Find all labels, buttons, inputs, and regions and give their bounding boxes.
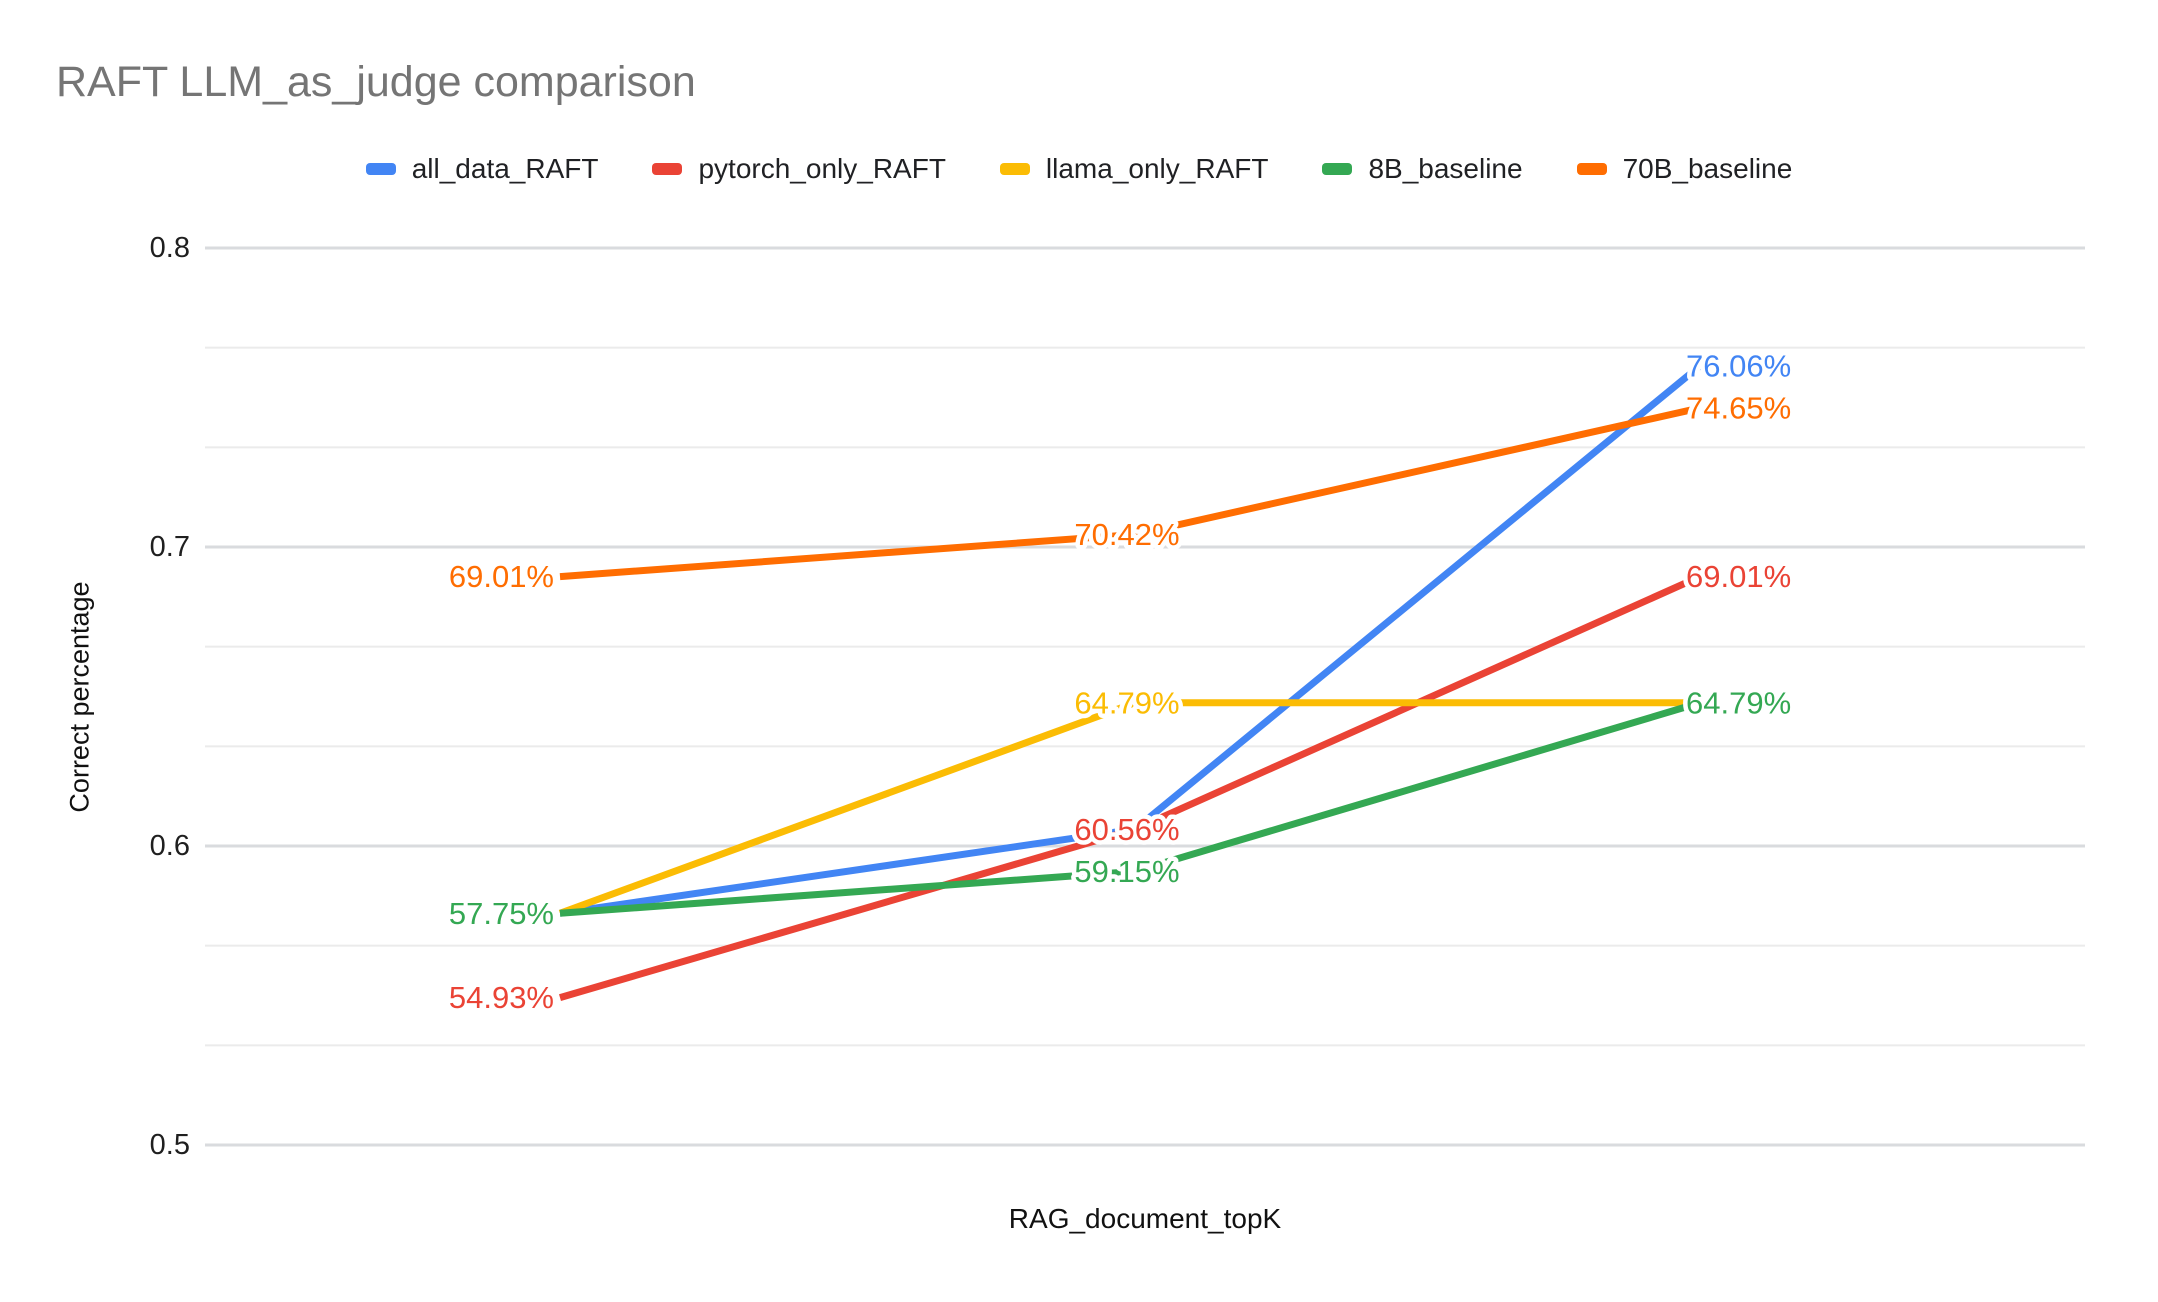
series-line-llama_only_RAFT (558, 699, 1700, 917)
data-label-8B_baseline-0: 57.75% (449, 896, 554, 931)
data-label-70B_baseline-0: 69.01% (449, 559, 554, 594)
legend: all_data_RAFT pytorch_only_RAFT llama_only… (0, 153, 2158, 185)
legend-item-label: pytorch_only_RAFT (698, 153, 946, 184)
x-axis-title: RAG_document_topK (1008, 1203, 1282, 1234)
legend-swatch-icon (365, 163, 396, 175)
data-label-8B_baseline-1: 59.15% (1074, 854, 1179, 889)
legend-swatch-icon (652, 163, 683, 175)
y-tick-label-0.5: 0.5 (150, 1129, 190, 1161)
legend-item-all_data_RAFT: all_data_RAFT (365, 153, 599, 185)
data-label-pytorch_only_RAFT-0: 54.93% (449, 980, 554, 1015)
data-label-all_data_RAFT-2: 76.06% (1686, 348, 1791, 383)
data-label-pytorch_only_RAFT-1: 60.56% (1074, 812, 1179, 847)
series-line-70B_baseline (559, 404, 1701, 581)
series-line-pytorch_only_RAFT (559, 573, 1702, 1001)
chart-title: RAFT LLM_as_judge comparison (56, 58, 696, 106)
legend-item-label: all_data_RAFT (411, 153, 599, 184)
legend-item-label: llama_only_RAFT (1045, 153, 1269, 184)
legend-swatch-icon (1322, 163, 1353, 175)
y-tick-label-0.7: 0.7 (150, 531, 190, 563)
data-label-70B_baseline-2: 74.65% (1686, 390, 1791, 425)
data-label-8B_baseline-2: 64.79% (1686, 685, 1791, 720)
legend-item-label: 70B_baseline (1622, 153, 1793, 184)
y-tick-label-0.8: 0.8 (150, 232, 190, 264)
legend-item-70B_baseline: 70B_baseline (1576, 153, 1793, 185)
data-label-pytorch_only_RAFT-2: 69.01% (1686, 559, 1791, 594)
legend-item-8B_baseline: 8B_baseline (1322, 153, 1523, 185)
legend-swatch-icon (1576, 163, 1607, 175)
data-label-70B_baseline-1: 70.42% (1074, 517, 1179, 552)
series-line-8B_baseline (559, 699, 1702, 917)
y-tick-label-0.6: 0.6 (150, 830, 190, 862)
data-label-llama_only_RAFT-1: 64.79% (1074, 685, 1179, 720)
legend-swatch-icon (999, 163, 1030, 175)
legend-item-llama_only_RAFT: llama_only_RAFT (999, 153, 1269, 185)
legend-item-pytorch_only_RAFT: pytorch_only_RAFT (652, 153, 946, 185)
legend-item-label: 8B_baseline (1368, 153, 1523, 184)
